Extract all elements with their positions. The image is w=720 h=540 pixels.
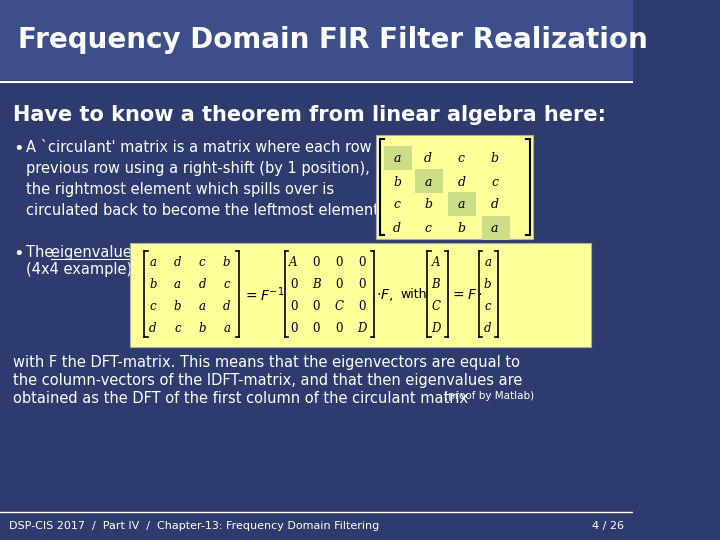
Text: $\cdot F,$: $\cdot F,$	[376, 287, 394, 303]
Text: (proof by Matlab): (proof by Matlab)	[441, 391, 534, 401]
Text: $= F^{-1}$: $= F^{-1}$	[243, 286, 284, 305]
Text: a: a	[491, 222, 498, 235]
Text: 4 / 26: 4 / 26	[592, 521, 624, 531]
Text: a: a	[174, 279, 181, 292]
Text: 0: 0	[312, 256, 320, 269]
Text: 0: 0	[289, 300, 297, 314]
Text: d: d	[484, 322, 492, 335]
Text: Frequency Domain FIR Filter Realization: Frequency Domain FIR Filter Realization	[17, 26, 647, 54]
Text: d: d	[174, 256, 181, 269]
Text: d: d	[149, 322, 157, 335]
Text: b: b	[393, 176, 401, 188]
Text: D: D	[431, 322, 441, 335]
Text: c: c	[458, 152, 465, 165]
FancyBboxPatch shape	[384, 146, 412, 170]
Text: A: A	[432, 256, 440, 269]
Text: c: c	[485, 300, 491, 314]
Text: 0: 0	[359, 300, 366, 314]
Text: 0: 0	[312, 300, 320, 314]
Text: d: d	[393, 222, 401, 235]
Text: 0: 0	[289, 279, 297, 292]
Text: a: a	[424, 176, 432, 188]
Text: d: d	[491, 199, 499, 212]
Text: a: a	[485, 256, 491, 269]
Text: c: c	[394, 199, 401, 212]
Text: b: b	[484, 279, 492, 292]
Text: 0: 0	[359, 279, 366, 292]
Text: with F the DFT-matrix. This means that the eigenvectors are equal to: with F the DFT-matrix. This means that t…	[13, 355, 520, 370]
Text: a: a	[458, 199, 465, 212]
Text: b: b	[199, 322, 206, 335]
Text: a: a	[393, 152, 401, 165]
FancyBboxPatch shape	[130, 243, 590, 347]
Text: 0: 0	[312, 322, 320, 335]
Text: A: A	[289, 256, 298, 269]
Text: a: a	[199, 300, 206, 314]
FancyBboxPatch shape	[376, 135, 534, 239]
Text: d: d	[424, 152, 432, 165]
Text: b: b	[174, 300, 181, 314]
Text: eigenvalue decomposition: eigenvalue decomposition	[51, 245, 244, 260]
Text: a: a	[223, 322, 230, 335]
Text: c: c	[223, 279, 230, 292]
Text: 0: 0	[359, 256, 366, 269]
Text: B: B	[431, 279, 440, 292]
Text: d: d	[457, 176, 465, 188]
Text: with: with	[401, 288, 427, 301]
Text: 0: 0	[336, 279, 343, 292]
Text: 0: 0	[336, 256, 343, 269]
Text: D: D	[357, 322, 366, 335]
FancyBboxPatch shape	[482, 216, 510, 240]
FancyBboxPatch shape	[448, 192, 477, 216]
Text: •: •	[13, 245, 24, 263]
Text: B: B	[312, 279, 320, 292]
Text: DSP-CIS 2017  /  Part IV  /  Chapter-13: Frequency Domain Filtering: DSP-CIS 2017 / Part IV / Chapter-13: Fre…	[9, 521, 379, 531]
Text: b: b	[457, 222, 465, 235]
Text: the column-vectors of the IDFT-matrix, and that then eigenvalues are: the column-vectors of the IDFT-matrix, a…	[13, 373, 523, 388]
Text: obtained as the DFT of the first column of the circulant matrix: obtained as the DFT of the first column …	[13, 391, 468, 406]
Text: c: c	[174, 322, 181, 335]
Text: (4x4 example): (4x4 example)	[27, 262, 132, 277]
Text: d: d	[199, 279, 206, 292]
Text: b: b	[149, 279, 157, 292]
Text: c: c	[150, 300, 156, 314]
Text: c: c	[199, 256, 205, 269]
Text: a: a	[150, 256, 156, 269]
Text: c: c	[425, 222, 431, 235]
Text: b: b	[491, 152, 499, 165]
Text: C: C	[431, 300, 441, 314]
Text: 0: 0	[289, 322, 297, 335]
Text: 0: 0	[336, 322, 343, 335]
Text: of a circulant matrix is always given as...: of a circulant matrix is always given as…	[194, 245, 500, 260]
Text: •: •	[13, 140, 24, 158]
Text: A `circulant' matrix is a matrix where each row is obtained from the
previous ro: A `circulant' matrix is a matrix where e…	[27, 140, 525, 218]
Text: b: b	[223, 256, 230, 269]
Text: The: The	[27, 245, 58, 260]
Text: c: c	[491, 176, 498, 188]
FancyBboxPatch shape	[0, 0, 633, 80]
Text: Have to know a theorem from linear algebra here:: Have to know a theorem from linear algeb…	[13, 105, 606, 125]
FancyBboxPatch shape	[415, 169, 443, 193]
Text: d: d	[223, 300, 230, 314]
Text: b: b	[424, 199, 432, 212]
Text: $= F\cdot$: $= F\cdot$	[450, 288, 482, 302]
Text: C: C	[335, 300, 343, 314]
